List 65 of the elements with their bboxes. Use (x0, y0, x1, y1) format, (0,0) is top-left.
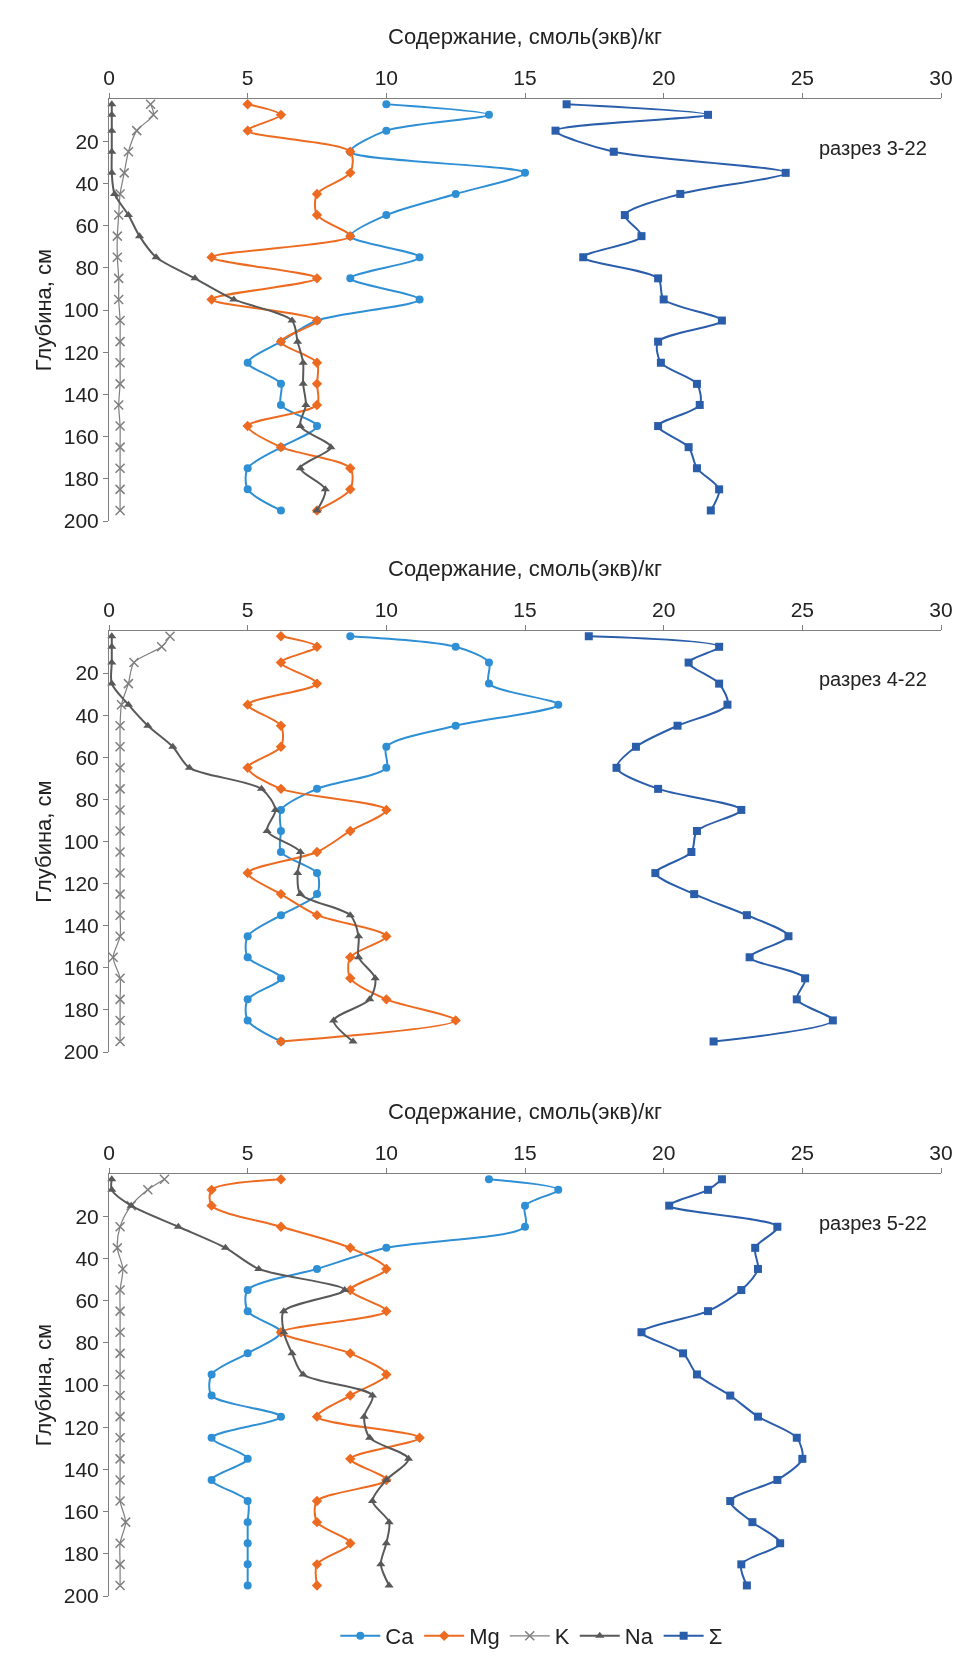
x-tick-label: 5 (241, 1140, 254, 1164)
y-tick-label: 140 (63, 1457, 99, 1481)
y-tick-label: 200 (63, 1584, 99, 1608)
x-tick-label: 30 (929, 597, 953, 621)
y-tick-label: 40 (75, 171, 99, 195)
x-tick-label: 15 (513, 65, 537, 89)
x-tick-label: 15 (513, 597, 537, 621)
y-tick-label: 180 (63, 467, 99, 491)
y-tick-label: 160 (63, 1499, 99, 1523)
annotation: разрез 4-22 (819, 668, 927, 690)
y-tick-label: 60 (75, 213, 99, 237)
annotation: разрез 3-22 (819, 137, 927, 159)
x-tick-label: 0 (103, 65, 115, 89)
legend-label: Ca (385, 1624, 415, 1650)
x-tick-label: 25 (790, 597, 815, 621)
x-tick-label: 5 (241, 597, 254, 621)
x-tick-label: 15 (513, 1140, 537, 1164)
y-tick-label: 20 (75, 661, 99, 685)
y-tick-label: 20 (75, 129, 99, 153)
y-tick-label: 60 (75, 745, 99, 769)
y-tick-label: 120 (63, 871, 99, 895)
y-tick-label: 100 (63, 829, 99, 853)
y-axis-title: Глубина, см (30, 248, 56, 372)
x-tick-label: 20 (651, 65, 676, 89)
x-axis-title: Содержание, смоль(экв)/кг (388, 556, 662, 582)
x-tick-label: 20 (651, 1140, 676, 1164)
x-tick-label: 30 (929, 65, 953, 89)
y-axis-title: Глубина, см (30, 780, 56, 903)
y-tick-label: 80 (75, 787, 99, 811)
x-tick-label: 25 (790, 1140, 815, 1164)
y-tick-label: 40 (75, 1246, 99, 1270)
x-tick-label: 30 (929, 1140, 953, 1164)
y-tick-label: 180 (63, 998, 99, 1022)
y-tick-label: 40 (75, 703, 99, 727)
y-tick-label: 140 (63, 914, 99, 938)
x-tick-label: 25 (790, 65, 815, 89)
y-tick-label: 100 (63, 1373, 99, 1397)
legend-label: K (554, 1624, 570, 1650)
y-tick-label: 120 (63, 340, 99, 364)
legend-label: Na (624, 1624, 654, 1650)
y-tick-label: 180 (63, 1542, 99, 1566)
legend-label: Mg (469, 1624, 500, 1650)
x-tick-label: 5 (241, 65, 254, 89)
y-tick-label: 80 (75, 256, 99, 280)
x-axis-title: Содержание, смоль(экв)/кг (388, 24, 662, 50)
y-tick-label: 160 (63, 956, 99, 980)
y-tick-label: 80 (75, 1331, 99, 1355)
x-tick-label: 20 (651, 597, 676, 621)
y-tick-label: 160 (63, 424, 99, 448)
x-tick-label: 10 (374, 1140, 399, 1164)
y-tick-label: 200 (63, 509, 99, 533)
legend-label: Σ (708, 1624, 723, 1650)
annotation: разрез 5-22 (819, 1212, 927, 1234)
y-tick-label: 140 (63, 382, 99, 406)
y-tick-label: 20 (75, 1204, 99, 1228)
x-tick-label: 10 (374, 597, 399, 621)
x-tick-label: 0 (103, 1140, 115, 1164)
y-tick-label: 60 (75, 1288, 99, 1312)
y-tick-label: 100 (63, 298, 99, 322)
x-tick-label: 0 (103, 597, 115, 621)
x-tick-label: 10 (374, 65, 399, 89)
y-axis-title: Глубина, см (30, 1323, 56, 1447)
y-tick-label: 120 (63, 1415, 99, 1439)
x-axis-title: Содержание, смоль(экв)/кг (388, 1099, 662, 1125)
y-tick-label: 200 (63, 1040, 99, 1064)
